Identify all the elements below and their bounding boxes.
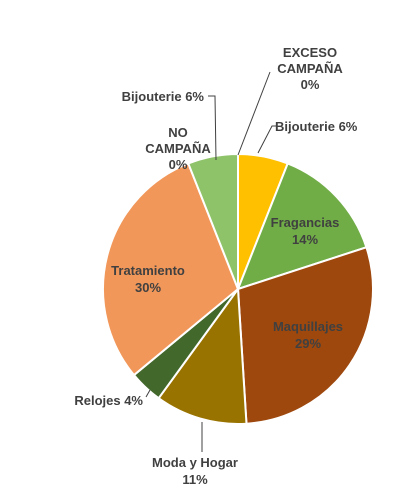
label-percent-maquillajes-2: 29% bbox=[295, 336, 321, 351]
label-text-bijouterie-0: Bijouterie 6% bbox=[275, 119, 358, 134]
data-label-moda-y-hogar-3: Moda y Hogar 11% bbox=[152, 455, 238, 487]
data-label-bijouterie-0: Bijouterie 6% bbox=[275, 119, 358, 134]
label-category-part-0-no-campana-7: NO bbox=[168, 125, 188, 140]
label-category-maquillajes-2: Maquillajes bbox=[273, 319, 343, 334]
data-label-tratamiento-5: Tratamiento 30% bbox=[111, 263, 185, 295]
leader-line-bijouterie-6 bbox=[208, 95, 217, 161]
data-label-no-campana-7: NO CAMPAÑA 0% bbox=[145, 125, 211, 172]
pie-slice-tratamiento-5 bbox=[102, 162, 240, 377]
leader-line-bijouterie-0 bbox=[257, 125, 276, 154]
leader-lines-layer bbox=[145, 71, 276, 452]
data-label-bijouterie-6: Bijouterie 6% bbox=[122, 89, 205, 104]
label-text-relojes-4: Relojes 4% bbox=[74, 393, 143, 408]
label-category-moda-y-hogar-3: Moda y Hogar bbox=[152, 455, 238, 470]
pie-slice-maquillajes-2 bbox=[236, 246, 374, 425]
data-label-relojes-4: Relojes 4% bbox=[74, 393, 143, 408]
label-category-part-0-exceso-campana-8: EXCESO bbox=[283, 45, 337, 60]
labels-layer: Bijouterie 6% Fragancias 14% Maquillajes 29%… bbox=[74, 45, 357, 487]
label-percent-exceso-campana-8: 0% bbox=[301, 77, 320, 92]
leader-line-exceso-campana-8 bbox=[237, 71, 271, 156]
data-label-maquillajes-2: Maquillajes 29% bbox=[273, 319, 343, 351]
data-label-exceso-campana-8: EXCESO CAMPAÑA 0% bbox=[277, 45, 343, 92]
label-category-part-1-no-campana-7: CAMPAÑA bbox=[145, 141, 211, 156]
pie-slice-moda-y-hogar-3 bbox=[157, 286, 248, 425]
label-percent-no-campana-7: 0% bbox=[169, 157, 188, 172]
leader-line-relojes-4 bbox=[145, 389, 151, 398]
label-category-tratamiento-5: Tratamiento bbox=[111, 263, 185, 278]
data-label-fragancias-1: Fragancias 14% bbox=[271, 215, 340, 247]
label-percent-tratamiento-5: 30% bbox=[135, 280, 161, 295]
label-percent-moda-y-hogar-3: 11% bbox=[182, 472, 208, 487]
label-text-bijouterie-6: Bijouterie 6% bbox=[122, 89, 205, 104]
slices-layer bbox=[102, 152, 374, 425]
label-percent-fragancias-1: 14% bbox=[292, 232, 318, 247]
label-category-fragancias-1: Fragancias bbox=[271, 215, 340, 230]
label-category-part-1-exceso-campana-8: CAMPAÑA bbox=[277, 61, 343, 76]
